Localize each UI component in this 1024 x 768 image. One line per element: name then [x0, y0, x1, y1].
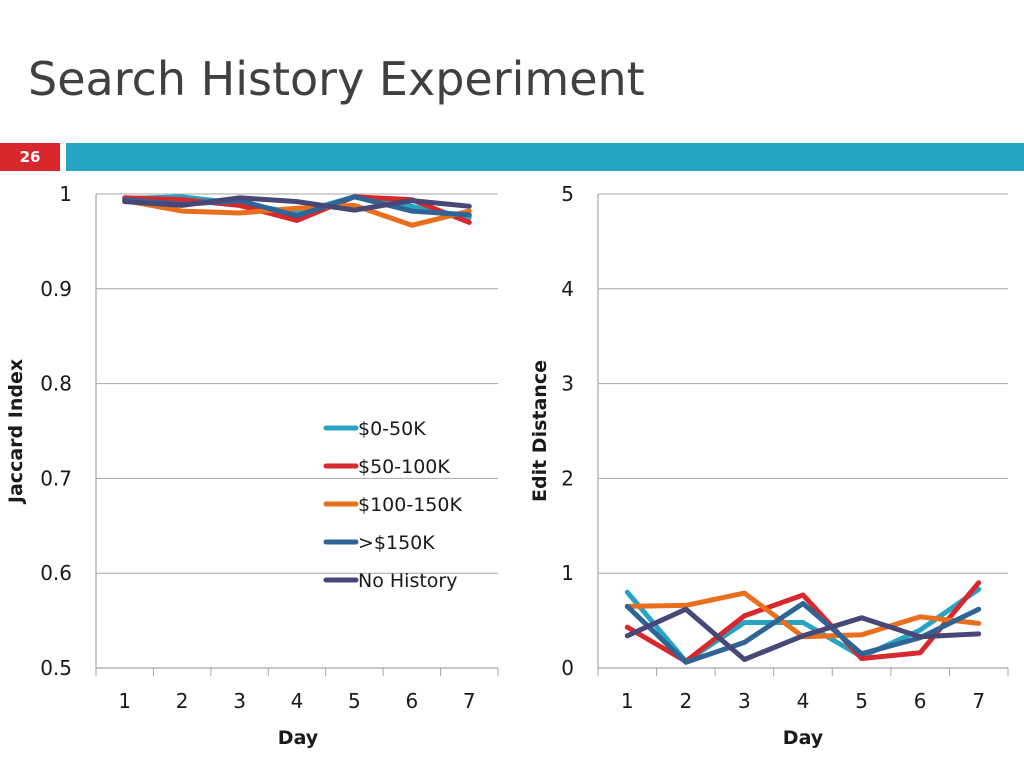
title-accent-bar [66, 143, 1024, 171]
x-axis-title: Day [783, 727, 824, 749]
legend-label-1: $50-100K [358, 456, 450, 478]
y-tick-label: 0.5 [40, 656, 72, 680]
y-axis-title: Edit Distance [529, 360, 551, 502]
y-tick-label: 5 [561, 182, 574, 206]
legend-label-0: $0-50K [358, 418, 426, 440]
x-tick-label: 5 [855, 689, 868, 713]
jaccard-index-chart: 0.5 0.6 0.7 0.8 0.9 1 1 2 3 4 5 6 7 Day Jaccard Index $… [5, 182, 499, 749]
y-tick-label: 0.6 [40, 561, 72, 585]
series-line-2 [122, 198, 472, 228]
y-tick-label: 1 [561, 561, 574, 585]
legend-label-4: No History [358, 570, 457, 592]
slide-number-badge: 26 [0, 143, 60, 171]
y-axis-title: Jaccard Index [5, 359, 27, 505]
x-tick-label: 1 [621, 689, 634, 713]
y-tick-label: 1 [59, 182, 72, 206]
y-tick-label: 0.7 [40, 466, 72, 490]
slide-title: Search History Experiment [28, 52, 645, 106]
y-tick-label: 2 [561, 466, 574, 490]
x-tick-label: 3 [738, 689, 751, 713]
x-tick-label: 3 [233, 689, 246, 713]
edit-distance-chart: 0 1 2 3 4 5 1 2 3 4 5 6 7 Day Edit Distance [529, 182, 1009, 749]
x-tick-label: 7 [463, 689, 476, 713]
x-tick-label: 4 [291, 689, 304, 713]
series-line-4 [122, 195, 472, 213]
x-tick-label: 5 [348, 689, 361, 713]
series-line-4 [624, 606, 982, 662]
y-tick-label: 0 [561, 656, 574, 680]
x-tick-label: 7 [972, 689, 985, 713]
x-tick-label: 2 [176, 689, 189, 713]
y-tick-label: 3 [561, 372, 574, 396]
x-tick-label: 6 [914, 689, 927, 713]
legend-label-2: $100-150K [358, 494, 462, 516]
x-tick-label: 6 [405, 689, 418, 713]
y-tick-label: 0.8 [40, 372, 72, 396]
y-tick-label: 0.9 [40, 277, 72, 301]
x-axis-title: Day [278, 727, 319, 749]
series-line-0 [624, 586, 982, 664]
y-tick-label: 4 [561, 277, 574, 301]
series-line-0 [122, 194, 472, 221]
x-tick-label: 2 [679, 689, 692, 713]
legend-label-3: >$150K [358, 532, 435, 554]
x-tick-label: 1 [118, 689, 131, 713]
x-tick-label: 4 [797, 689, 810, 713]
series-line-2 [624, 590, 982, 640]
